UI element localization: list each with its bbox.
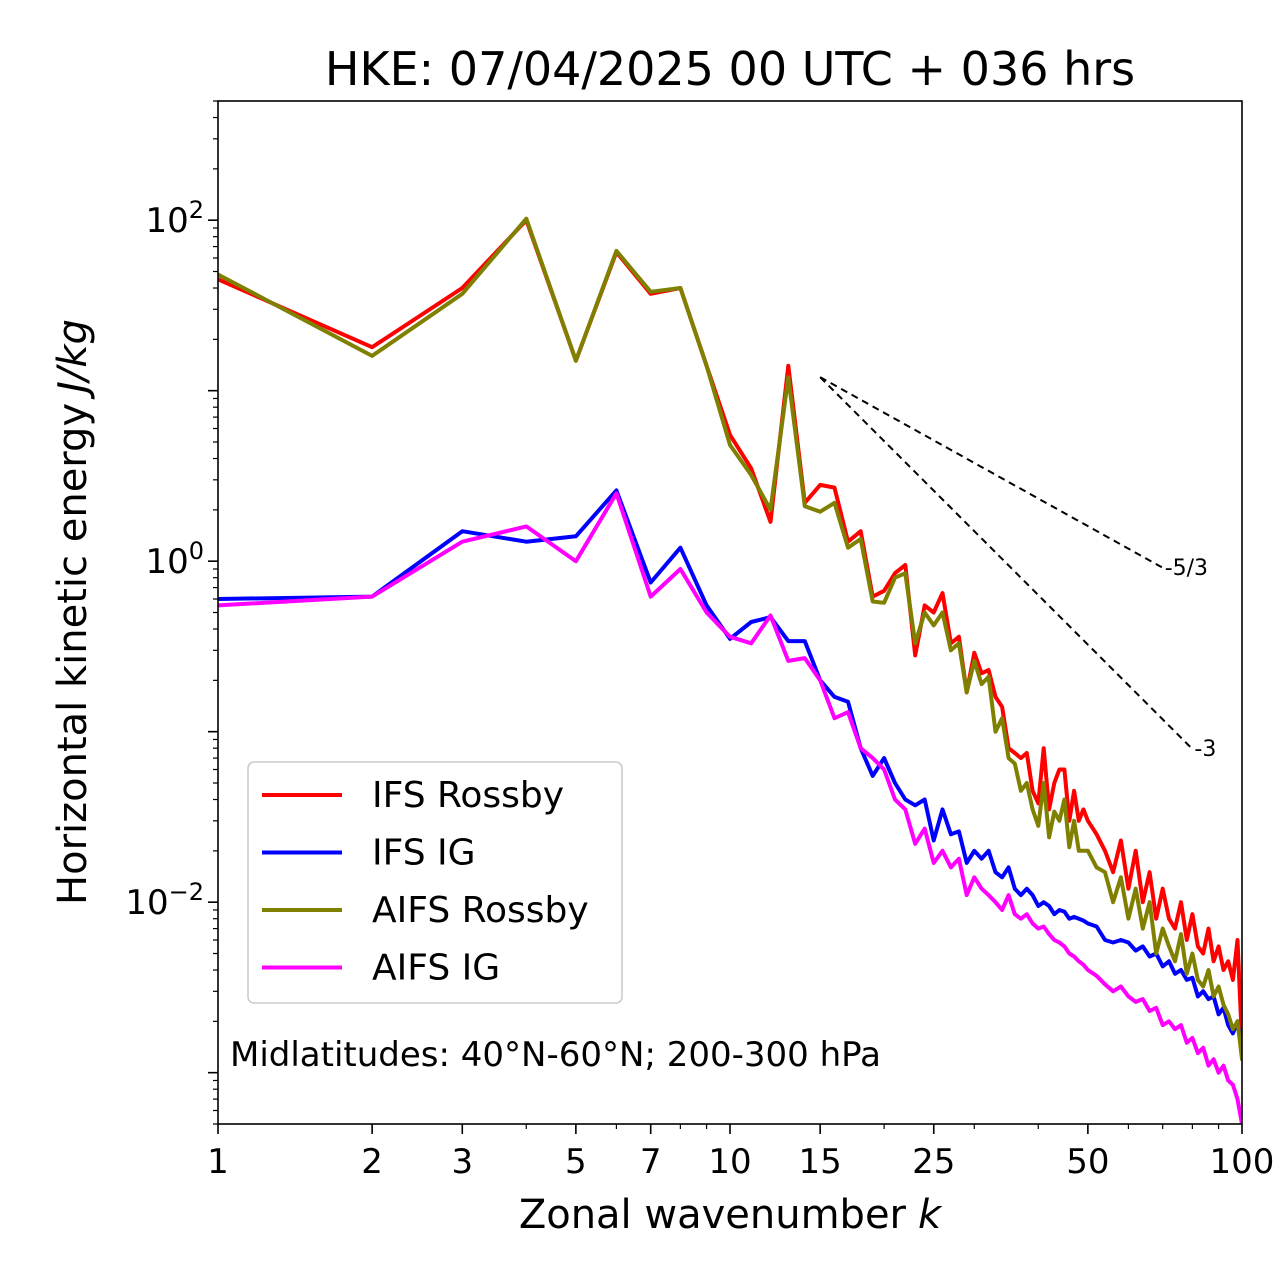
x-axis-label: Zonal wavenumber k xyxy=(519,1192,943,1238)
series-line-aifs-rossby xyxy=(218,216,1242,1062)
x-tick-label: 2 xyxy=(361,1142,383,1182)
y-tick-label: 10−2 xyxy=(125,878,204,923)
legend-label: AIFS Rossby xyxy=(372,890,589,931)
legend-label: IFS IG xyxy=(372,833,476,874)
y-axis-label-text: Horizontal kinetic energy xyxy=(50,403,96,905)
reference-slope-lines: -5/3 -3 xyxy=(819,376,1216,762)
x-tick-label: 25 xyxy=(912,1142,955,1182)
legend-label: AIFS IG xyxy=(372,948,500,989)
y-axis-label-unit: J/kg xyxy=(50,319,96,400)
x-tick-label: 15 xyxy=(799,1142,842,1182)
legend-box xyxy=(247,761,623,1004)
x-tick-label: 50 xyxy=(1066,1142,1109,1182)
reference-line-0 xyxy=(819,376,1164,569)
reference-line-label: -5/3 xyxy=(1165,556,1208,581)
chart-title: HKE: 07/04/2025 00 UTC + 036 hrs xyxy=(325,42,1135,96)
series-line-ifs-ig xyxy=(218,488,1242,1056)
y-tick-label: 100 xyxy=(145,537,204,582)
x-tick-label: 7 xyxy=(640,1142,662,1182)
x-tick-label: 10 xyxy=(708,1142,751,1182)
axis-ticks: 1 2 3 5 7 10 15 25 50 100 102 100 10−2 xyxy=(125,100,1275,1182)
reference-line-1 xyxy=(819,376,1194,750)
reference-line-label: -3 xyxy=(1194,737,1216,762)
x-tick-label: 1 xyxy=(207,1142,229,1182)
x-axis-label-variable: k xyxy=(918,1192,943,1238)
x-tick-label: 3 xyxy=(451,1142,473,1182)
legend: IFS Rossby IFS IG AIFS Rossby AIFS IG xyxy=(247,761,623,1004)
x-tick-label: 100 xyxy=(1210,1142,1275,1182)
y-tick-label: 102 xyxy=(145,196,204,241)
region-annotation: Midlatitudes: 40°N-60°N; 200-300 hPa xyxy=(230,1035,881,1075)
y-axis-label: Horizontal kinetic energyJ/kg xyxy=(50,319,96,905)
x-tick-label: 5 xyxy=(565,1142,587,1182)
x-axis-label-text: Zonal wavenumber xyxy=(519,1192,907,1238)
plot-frame xyxy=(217,100,1243,1125)
series-lines xyxy=(218,216,1242,1124)
series-line-aifs-ig xyxy=(218,491,1242,1124)
legend-label: IFS Rossby xyxy=(372,775,564,816)
